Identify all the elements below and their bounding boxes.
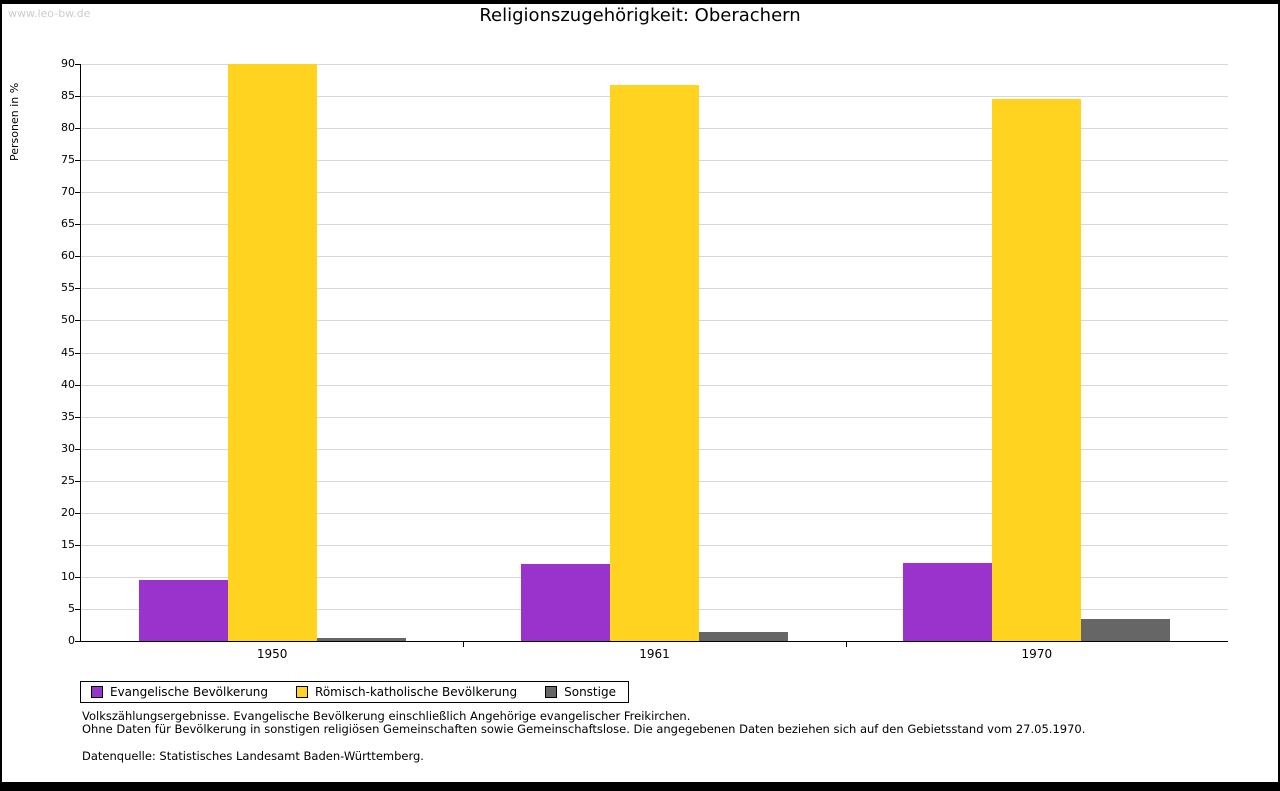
y-tick-label: 85 — [61, 89, 75, 103]
x-tick-label: 1961 — [639, 647, 670, 661]
y-axis-tick — [75, 256, 81, 258]
y-tick-label: 80 — [61, 121, 75, 135]
legend-label: Sonstige — [564, 685, 616, 699]
y-axis-tick — [75, 320, 81, 322]
legend-item: Sonstige — [545, 685, 616, 699]
gridline — [81, 64, 1228, 65]
footnote-line-2: Ohne Daten für Bevölkerung in sonstigen … — [82, 722, 1086, 736]
y-tick-label: 70 — [61, 185, 75, 199]
y-axis-tick — [75, 384, 81, 386]
y-axis-tick — [75, 96, 81, 98]
chart-title: Religionszugehörigkeit: Oberachern — [479, 5, 801, 26]
footnote-source: Datenquelle: Statistisches Landesamt Bad… — [82, 749, 424, 763]
footnote-line-1: Volkszählungsergebnisse. Evangelische Be… — [82, 709, 691, 723]
bar-evangelische-bev-lkerung-1950 — [138, 580, 228, 641]
bar-evangelische-bev-lkerung-1970 — [903, 562, 993, 641]
y-axis-tick — [75, 224, 81, 226]
y-axis-tick — [75, 64, 81, 65]
y-tick-label: 45 — [61, 345, 75, 359]
y-tick-label: 15 — [61, 537, 75, 551]
bar-sonstige-1970 — [1081, 618, 1171, 641]
y-axis-tick — [75, 128, 81, 130]
y-tick-label: 50 — [61, 313, 75, 327]
y-axis-tick — [75, 352, 81, 354]
legend-label: Römisch-katholische Bevölkerung — [315, 685, 518, 699]
y-tick-label: 90 — [61, 57, 75, 70]
legend-item: Evangelische Bevölkerung — [91, 685, 268, 699]
x-tick-label: 1950 — [256, 647, 288, 661]
y-axis-tick — [75, 416, 81, 418]
y-tick-label: 30 — [61, 441, 75, 455]
y-axis-tick — [75, 160, 81, 162]
watermark: www.leo-bw.de — [8, 7, 91, 20]
y-axis-tick — [75, 512, 81, 514]
bar-r-misch-katholische-bev-lkerung-1970 — [992, 98, 1082, 641]
y-tick-label: 5 — [68, 601, 75, 615]
y-tick-label: 75 — [61, 153, 75, 167]
y-tick-label: 0 — [68, 634, 75, 647]
bar-r-misch-katholische-bev-lkerung-1961 — [610, 85, 699, 641]
y-axis-tick — [75, 608, 81, 610]
plot-area: 1950 1961 1970 0 5 10 15 20 25 30 35 40 45 50 55 60 65 70… — [61, 57, 1228, 661]
y-tick-label: 40 — [61, 377, 75, 391]
x-tick-label: 1970 — [1021, 647, 1053, 661]
y-axis-tick — [75, 480, 81, 482]
y-tick-label: 35 — [61, 409, 75, 423]
bar-sonstige-1950 — [316, 638, 406, 641]
y-tick-label: 60 — [61, 249, 75, 263]
legend-swatch — [296, 686, 309, 698]
legend: Evangelische Bevölkerung Römisch-katholis… — [80, 681, 629, 703]
bar-evangelische-bev-lkerung-1961 — [521, 564, 610, 641]
legend-swatch — [91, 686, 103, 698]
bar-sonstige-1961 — [699, 632, 788, 641]
legend-item: Römisch-katholische Bevölkerung — [296, 685, 517, 699]
y-tick-label: 20 — [61, 505, 75, 519]
y-tick-label: 25 — [61, 473, 75, 487]
x-axis-tick — [463, 641, 465, 647]
y-axis-tick — [75, 544, 81, 546]
y-axis-tick — [75, 192, 81, 194]
y-axis-tick — [75, 576, 81, 578]
y-axis-tick — [75, 641, 81, 642]
y-axis-tick — [75, 448, 81, 450]
y-tick-label: 55 — [61, 281, 75, 295]
bar-r-misch-katholische-bev-lkerung-1950 — [227, 64, 317, 641]
y-tick-label: 65 — [61, 217, 75, 231]
y-axis-title: Personen in % — [8, 82, 21, 161]
y-tick-label: 10 — [61, 569, 75, 583]
legend-label: Evangelische Bevölkerung — [110, 685, 269, 699]
footnotes: Volkszählungsergebnisse. Evangelische Be… — [82, 710, 1085, 763]
y-axis-tick — [75, 288, 81, 290]
x-axis-tick — [845, 641, 847, 647]
legend-swatch — [545, 686, 558, 698]
